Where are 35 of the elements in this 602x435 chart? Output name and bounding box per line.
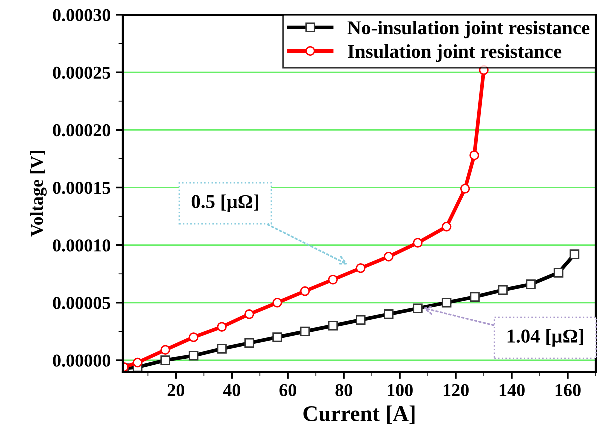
point: [328, 275, 338, 285]
x-tick-label: 80: [336, 384, 352, 397]
x-tick-label: 40: [223, 384, 240, 397]
x-tick-label: 160: [556, 384, 581, 397]
point: [413, 238, 423, 248]
y-tick-label: 0.00025: [53, 66, 111, 80]
point: [160, 345, 170, 355]
legend-label: Insulation joint resistance: [348, 44, 562, 62]
x-tick-label: 120: [444, 384, 469, 397]
point: [188, 332, 199, 342]
y-axis-title: Voltage [V]: [30, 151, 47, 237]
x-tick-label: 20: [168, 384, 185, 397]
y-tick-label: 0.00030: [53, 9, 111, 22]
point: [272, 298, 282, 308]
point: [132, 358, 143, 368]
y-tick-label: 0.00000: [53, 354, 111, 368]
y-tick-label: 0.00015: [53, 182, 111, 194]
y-tick-label: 0.00020: [53, 124, 111, 137]
point: [300, 286, 310, 296]
point: [217, 322, 227, 332]
point: [460, 184, 470, 194]
x-tick-label: 140: [500, 384, 525, 397]
annotation: 0.5 [μΩ]: [192, 194, 258, 212]
legend-label: No-insulation joint resistance: [348, 20, 590, 39]
point: [442, 222, 452, 232]
x-axis-title: Current [A]: [304, 406, 415, 424]
point: [244, 310, 254, 320]
x-tick-label: 100: [388, 384, 413, 397]
y-tick-label: 0.00005: [53, 297, 111, 310]
point: [470, 150, 480, 160]
point: [384, 252, 394, 262]
annotation: 1.04 [μΩ]: [508, 329, 584, 347]
y-tick-label: 0.00010: [53, 240, 111, 252]
point: [356, 263, 366, 274]
x-tick-label: 60: [280, 384, 296, 397]
